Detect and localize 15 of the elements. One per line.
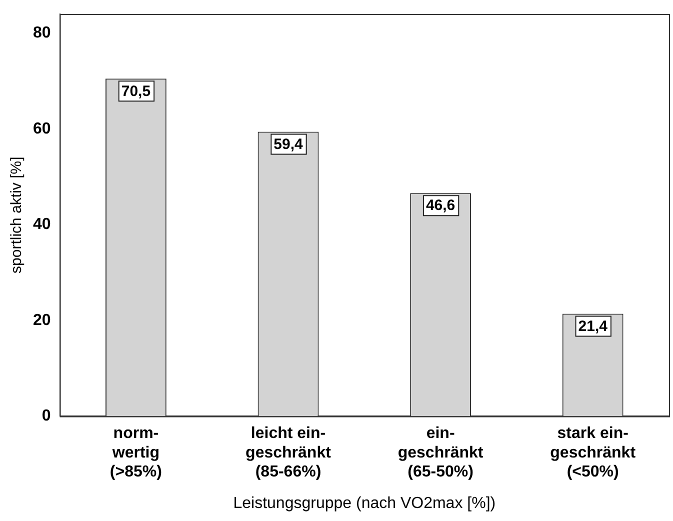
y-tick-label: 0	[42, 408, 51, 425]
y-tick-label: 20	[33, 312, 51, 329]
data-label: 46,6	[426, 197, 456, 214]
data-label: 59,4	[274, 136, 304, 153]
x-axis-title: Leistungsgruppe (nach VO2max [%])	[233, 494, 496, 512]
y-axis-title: sportlich aktiv [%]	[8, 156, 26, 274]
y-tick-label: 40	[33, 216, 51, 234]
y-tick-label: 80	[33, 24, 51, 42]
data-label: 21,4	[578, 318, 608, 335]
x-tick-label: norm- wertig (>85%)	[110, 425, 162, 481]
y-tick-label: 60	[33, 120, 51, 138]
x-tick-label: stark ein- geschränkt (<50%)	[550, 425, 636, 481]
x-tick-label: leicht ein- geschränkt (85-66%)	[246, 425, 332, 481]
x-tick-label: ein- geschränkt (65-50%)	[398, 425, 484, 481]
data-label: 70,5	[121, 82, 151, 100]
